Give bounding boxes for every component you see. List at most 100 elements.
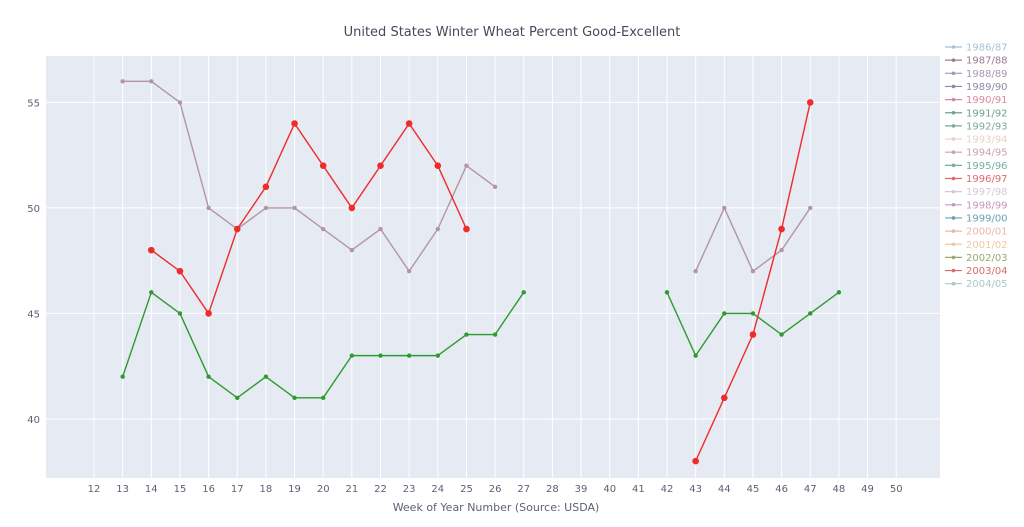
legend-label: 1995/96 xyxy=(966,161,1008,172)
series-line-segment xyxy=(752,228,783,335)
data-point xyxy=(464,163,469,168)
legend-item[interactable]: 2001/02 xyxy=(945,240,1008,251)
legend-item[interactable]: 1999/00 xyxy=(945,213,1008,224)
data-point xyxy=(291,120,298,127)
data-point xyxy=(521,290,526,295)
x-tick-label: 19 xyxy=(288,484,301,495)
data-point xyxy=(205,310,212,317)
data-point xyxy=(349,247,355,253)
data-point xyxy=(406,269,412,274)
data-point xyxy=(693,269,698,274)
data-point xyxy=(263,374,269,379)
legend-item[interactable]: 1993/94 xyxy=(945,135,1008,146)
series-2 xyxy=(148,99,814,465)
legend-item[interactable]: 1991/92 xyxy=(945,108,1008,119)
data-point xyxy=(120,79,125,84)
legend-item[interactable]: 1987/88 xyxy=(945,56,1008,67)
legend-swatch-marker xyxy=(951,45,956,49)
data-point xyxy=(722,311,727,316)
legend-item[interactable]: 2004/05 xyxy=(945,279,1008,290)
data-point xyxy=(492,184,498,190)
legend-swatch-marker xyxy=(951,124,956,128)
series-line-segment xyxy=(379,228,410,272)
legend-label: 2004/05 xyxy=(966,279,1008,290)
legend-label: 2000/01 xyxy=(966,227,1008,238)
legend-swatch-marker xyxy=(951,58,956,62)
series-1 xyxy=(120,290,842,401)
x-tick-label: 42 xyxy=(661,484,674,495)
x-tick-label: 40 xyxy=(603,484,616,495)
series-line-segment xyxy=(322,165,353,209)
series-line-segment xyxy=(780,102,811,230)
series-line-segment xyxy=(437,165,468,230)
legend-item[interactable]: 1996/97 xyxy=(945,174,1008,185)
legend-item[interactable]: 2003/04 xyxy=(945,266,1008,277)
data-point xyxy=(349,353,355,358)
series-line-segment xyxy=(179,270,210,314)
data-point xyxy=(321,395,326,401)
data-point xyxy=(206,374,211,379)
x-tick-label: 48 xyxy=(833,484,846,495)
data-point xyxy=(378,353,383,358)
series-line-segment xyxy=(781,207,811,251)
x-tick-label: 18 xyxy=(260,484,273,495)
x-tick-label: 47 xyxy=(804,484,817,495)
legend-label: 1996/97 xyxy=(966,174,1008,185)
data-point xyxy=(263,205,269,211)
x-axis-ticks: 12 13 14 15 16 17 18 19 20 21 22 23 24 25 26 27 28 39 40 41… xyxy=(88,484,903,495)
x-axis-label: Week of Year Number (Source: USDA) xyxy=(393,501,600,514)
x-tick-label: 25 xyxy=(460,484,473,495)
legend-label: 2002/03 xyxy=(966,253,1008,264)
legend-label: 1987/88 xyxy=(966,56,1008,67)
data-point xyxy=(779,332,784,337)
legend-item[interactable]: 1995/96 xyxy=(945,161,1008,172)
data-point xyxy=(692,457,699,465)
series-line-segment xyxy=(179,102,210,209)
legend-swatch-marker xyxy=(951,71,956,76)
legend-item[interactable]: 2000/01 xyxy=(945,227,1008,238)
series-line-segment xyxy=(121,292,152,377)
series-line-segment xyxy=(408,123,439,167)
legend-swatch-marker xyxy=(951,84,956,89)
data-point xyxy=(120,374,125,379)
legend-item[interactable]: 1992/93 xyxy=(945,121,1008,132)
x-tick-label: 50 xyxy=(890,484,903,495)
legend-label: 1997/98 xyxy=(966,187,1008,198)
x-tick-label: 17 xyxy=(231,484,244,495)
series-line-segment xyxy=(322,355,353,399)
data-point xyxy=(435,226,440,232)
series-line-segment xyxy=(265,123,296,188)
data-point xyxy=(148,246,155,254)
x-tick-label: 23 xyxy=(403,484,416,495)
legend-label: 1994/95 xyxy=(966,148,1008,159)
series-line-segment xyxy=(236,376,267,399)
data-point xyxy=(464,332,469,337)
data-point xyxy=(348,204,356,212)
legend-swatch-marker xyxy=(951,189,956,194)
legend-item[interactable]: 2002/03 xyxy=(945,253,1008,264)
data-point xyxy=(149,79,154,84)
data-point xyxy=(321,226,326,232)
legend[interactable]: 1986/87 1987/88 1988/89 1989/90 1990/91 1991/… xyxy=(945,43,1008,291)
data-point xyxy=(721,394,728,402)
y-tick-label: 40 xyxy=(27,415,40,426)
data-point xyxy=(808,311,813,316)
legend-item[interactable]: 1998/99 xyxy=(945,200,1008,211)
data-point xyxy=(233,225,241,233)
legend-item[interactable]: 1990/91 xyxy=(945,95,1008,106)
series-line-segment xyxy=(781,312,811,336)
legend-label: 1991/92 xyxy=(966,108,1008,119)
legend-swatch-marker xyxy=(951,163,956,168)
legend-label: 2001/02 xyxy=(966,240,1008,251)
legend-item[interactable]: 1986/87 xyxy=(945,43,1008,54)
legend-item[interactable]: 1994/95 xyxy=(945,148,1008,159)
legend-item[interactable]: 1997/98 xyxy=(945,187,1008,198)
series-line-segment xyxy=(809,291,840,314)
legend-item[interactable]: 1989/90 xyxy=(945,82,1008,93)
legend-label: 1988/89 xyxy=(966,69,1008,80)
legend-item[interactable]: 1988/89 xyxy=(945,69,1008,80)
data-point xyxy=(292,395,297,401)
series-line-segment xyxy=(695,397,725,462)
chart-title: United States Winter Wheat Percent Good-… xyxy=(344,25,681,40)
data-point xyxy=(722,205,727,211)
